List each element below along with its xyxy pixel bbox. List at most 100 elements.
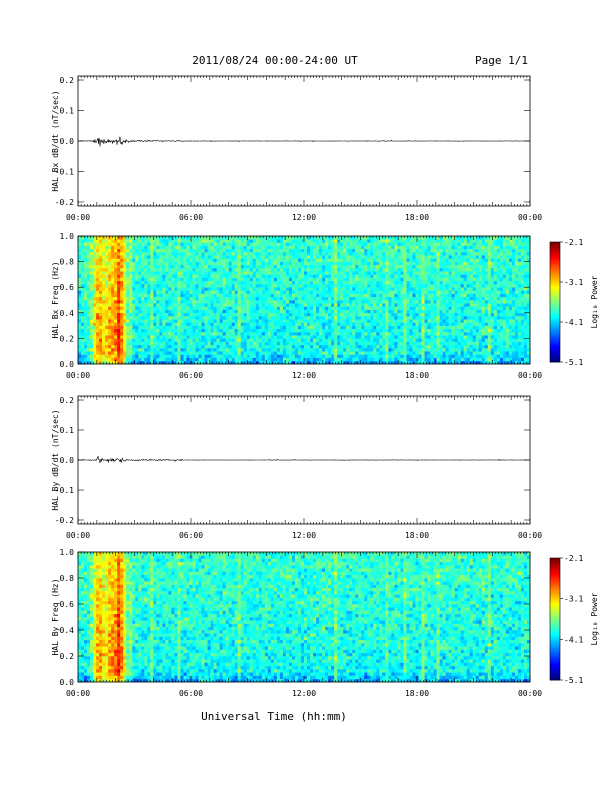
spectrogram-cell xyxy=(126,309,130,314)
spectrogram-cell xyxy=(99,348,103,352)
spectrogram-cell xyxy=(150,287,154,291)
spectrogram-cell xyxy=(240,280,245,285)
spectrogram-cell xyxy=(415,300,419,304)
spectrogram-cell xyxy=(439,284,443,288)
spectrogram-cell xyxy=(267,271,272,275)
spectrogram-cell xyxy=(352,354,356,358)
spectrogram-cell xyxy=(210,312,214,317)
spectrogram-cell xyxy=(147,258,151,262)
spectrogram-cell xyxy=(288,296,293,301)
spectrogram-cell xyxy=(117,338,121,342)
spectrogram-cell xyxy=(183,280,187,285)
spectrogram-cell xyxy=(258,354,263,358)
spectrogram-cell xyxy=(285,332,290,336)
spectrogram-cell xyxy=(343,338,347,342)
spectrogram-cell xyxy=(135,293,139,298)
spectrogram-cell xyxy=(132,236,136,240)
spectrogram-cell xyxy=(337,316,341,320)
spectrogram-cell xyxy=(231,236,235,240)
spectrogram-cell xyxy=(370,242,374,246)
spectrogram-cell xyxy=(135,357,139,362)
spectrogram-cell xyxy=(385,261,389,266)
spectrogram-cell xyxy=(385,325,389,330)
spectrogram-cell xyxy=(261,271,266,275)
spectrogram-cell xyxy=(249,236,254,240)
spectrogram-cell xyxy=(129,277,133,282)
spectrogram-cell xyxy=(346,309,350,314)
spectrogram-cell xyxy=(352,274,356,278)
spectrogram-cell xyxy=(400,341,404,346)
spectrogram-cell xyxy=(400,236,404,240)
spectrogram-cell xyxy=(144,290,148,294)
spectrogram-cell xyxy=(361,319,365,323)
spectrogram-cell xyxy=(307,354,311,358)
spectrogram-cell xyxy=(96,316,100,320)
spectrogram-cell xyxy=(328,360,332,365)
spectrogram-cell xyxy=(102,242,106,246)
spectrogram-cell xyxy=(231,252,235,256)
spectrogram-cell xyxy=(165,328,169,333)
spectrogram-cell xyxy=(102,319,106,323)
spectrogram-cell xyxy=(400,293,404,298)
spectrogram-cell xyxy=(126,252,130,256)
spectrogram-cell xyxy=(93,306,97,310)
spectrogram-cell xyxy=(132,245,136,250)
spectrogram-cell xyxy=(87,306,91,310)
spectrogram-cell xyxy=(325,344,329,349)
spectrogram-cell xyxy=(385,341,389,346)
spectrogram-cell xyxy=(442,354,446,358)
spectrogram-cell xyxy=(418,287,422,291)
spectrogram-cell xyxy=(346,290,350,294)
spectrogram-cell xyxy=(138,277,142,282)
spectrogram-cell xyxy=(285,328,290,333)
spectrogram-cell xyxy=(117,319,121,323)
spectrogram-cell xyxy=(325,274,329,278)
spectrogram-cell xyxy=(325,357,329,362)
spectrogram-cell xyxy=(270,341,275,346)
spectrogram-cell xyxy=(243,338,248,342)
spectrogram-cell xyxy=(373,242,377,246)
spectrogram-cell xyxy=(252,274,257,278)
spectrogram-cell xyxy=(334,264,338,269)
spectrogram-cell xyxy=(258,300,263,304)
spectrogram-cell xyxy=(394,268,398,272)
spectrogram-cell xyxy=(322,341,326,346)
spectrogram-cell xyxy=(400,306,404,310)
spectrogram-cell xyxy=(87,261,91,266)
spectrogram-cell xyxy=(234,284,238,288)
spectrogram-cell xyxy=(168,357,172,362)
spectrogram-cell xyxy=(361,351,365,355)
spectrogram-cell xyxy=(174,354,178,358)
spectrogram-cell xyxy=(310,312,314,317)
spectrogram-cell xyxy=(297,332,302,336)
spectrogram-cell xyxy=(207,338,211,342)
spectrogram-cell xyxy=(204,261,208,266)
spectrogram-cell xyxy=(288,338,293,342)
spectrogram-cell xyxy=(120,319,124,323)
spectrogram-cell xyxy=(246,306,251,310)
spectrogram-cell xyxy=(313,261,317,266)
spectrogram-cell xyxy=(442,261,446,266)
spectrogram-cell xyxy=(294,309,299,314)
spectrogram-cell xyxy=(114,280,118,285)
spectrogram-cell xyxy=(276,341,281,346)
spectrogram-cell xyxy=(144,252,148,256)
spectrogram-cell xyxy=(126,306,130,310)
spectrogram-cell xyxy=(258,332,263,336)
spectrogram-cell xyxy=(198,274,202,278)
spectrogram-cell xyxy=(379,252,383,256)
spectrogram-cell xyxy=(141,293,145,298)
spectrogram-cell xyxy=(90,354,94,358)
spectrogram-cell xyxy=(337,242,341,246)
spectrogram-cell xyxy=(210,284,214,288)
spectrogram-cell xyxy=(198,332,202,336)
spectrogram-cell xyxy=(427,309,431,314)
spectrogram-cell xyxy=(304,296,308,301)
spectrogram-cell xyxy=(237,277,242,282)
spectrogram-cell xyxy=(267,341,272,346)
spectrogram-cell xyxy=(322,284,326,288)
spectrogram-cell xyxy=(288,264,293,269)
spectrogram-cell xyxy=(403,348,407,352)
spectrogram-cell xyxy=(331,344,335,349)
spectrogram-cell xyxy=(361,296,365,301)
